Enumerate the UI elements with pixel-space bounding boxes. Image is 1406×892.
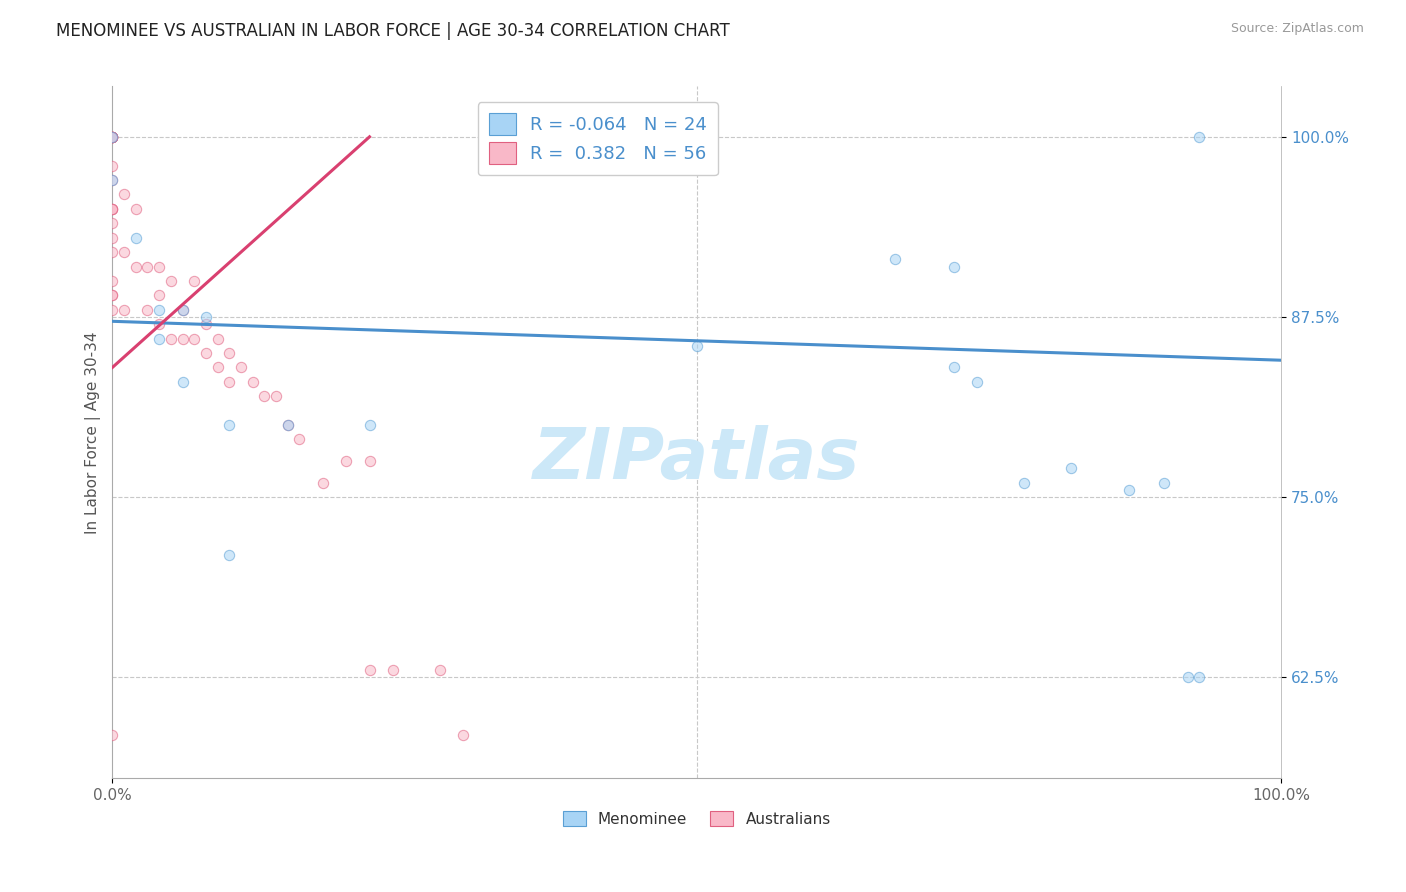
Point <box>101 129 124 144</box>
Point <box>136 302 159 317</box>
Point <box>381 663 404 677</box>
Point <box>194 317 217 331</box>
Point <box>148 288 170 302</box>
Point <box>253 389 276 403</box>
Point <box>451 728 474 742</box>
Point <box>112 187 135 202</box>
Point <box>242 375 264 389</box>
Point <box>112 302 135 317</box>
Point <box>218 548 240 562</box>
Point <box>359 663 381 677</box>
Point <box>312 475 335 490</box>
Point <box>101 302 124 317</box>
Point <box>1188 670 1211 684</box>
Text: ZIPatlas: ZIPatlas <box>533 425 860 494</box>
Point <box>101 216 124 230</box>
Point <box>101 202 124 216</box>
Point <box>101 129 124 144</box>
Point <box>136 260 159 274</box>
Point <box>686 339 709 353</box>
Point <box>194 346 217 360</box>
Point <box>125 230 148 244</box>
Point <box>172 332 194 346</box>
Point <box>101 288 124 302</box>
Point <box>218 418 240 433</box>
Point <box>429 663 451 677</box>
Point <box>101 288 124 302</box>
Point <box>148 302 170 317</box>
Text: Source: ZipAtlas.com: Source: ZipAtlas.com <box>1230 22 1364 36</box>
Point <box>101 230 124 244</box>
Point <box>172 375 194 389</box>
Point <box>1188 129 1211 144</box>
Point <box>148 332 170 346</box>
Point <box>101 202 124 216</box>
Point <box>1012 475 1035 490</box>
Point <box>207 332 229 346</box>
Point <box>277 418 299 433</box>
Point <box>101 202 124 216</box>
Point <box>884 252 907 267</box>
Point <box>229 360 252 375</box>
Point <box>148 260 170 274</box>
Point <box>172 302 194 317</box>
Point <box>101 173 124 187</box>
Point <box>101 129 124 144</box>
Point <box>1060 461 1083 475</box>
Point <box>101 129 124 144</box>
Point <box>966 375 988 389</box>
Point <box>101 129 124 144</box>
Point <box>148 317 170 331</box>
Point <box>183 332 205 346</box>
Point <box>942 360 965 375</box>
Point <box>101 129 124 144</box>
Point <box>183 274 205 288</box>
Point <box>359 454 381 468</box>
Point <box>160 274 183 288</box>
Y-axis label: In Labor Force | Age 30-34: In Labor Force | Age 30-34 <box>86 331 101 533</box>
Point <box>1153 475 1175 490</box>
Point <box>207 360 229 375</box>
Point <box>1118 483 1140 497</box>
Point <box>359 418 381 433</box>
Point <box>112 245 135 260</box>
Point <box>101 129 124 144</box>
Point <box>172 302 194 317</box>
Point <box>335 454 357 468</box>
Point <box>218 346 240 360</box>
Point <box>101 173 124 187</box>
Point <box>101 129 124 144</box>
Point <box>218 375 240 389</box>
Point <box>101 159 124 173</box>
Point <box>1177 670 1199 684</box>
Point <box>101 129 124 144</box>
Text: MENOMINEE VS AUSTRALIAN IN LABOR FORCE | AGE 30-34 CORRELATION CHART: MENOMINEE VS AUSTRALIAN IN LABOR FORCE |… <box>56 22 730 40</box>
Point <box>288 433 311 447</box>
Point <box>277 418 299 433</box>
Point <box>194 310 217 324</box>
Point <box>125 260 148 274</box>
Point <box>942 260 965 274</box>
Point <box>264 389 287 403</box>
Legend: Menominee, Australians: Menominee, Australians <box>557 805 837 833</box>
Point <box>160 332 183 346</box>
Point <box>101 728 124 742</box>
Point <box>125 202 148 216</box>
Point <box>101 274 124 288</box>
Point <box>101 245 124 260</box>
